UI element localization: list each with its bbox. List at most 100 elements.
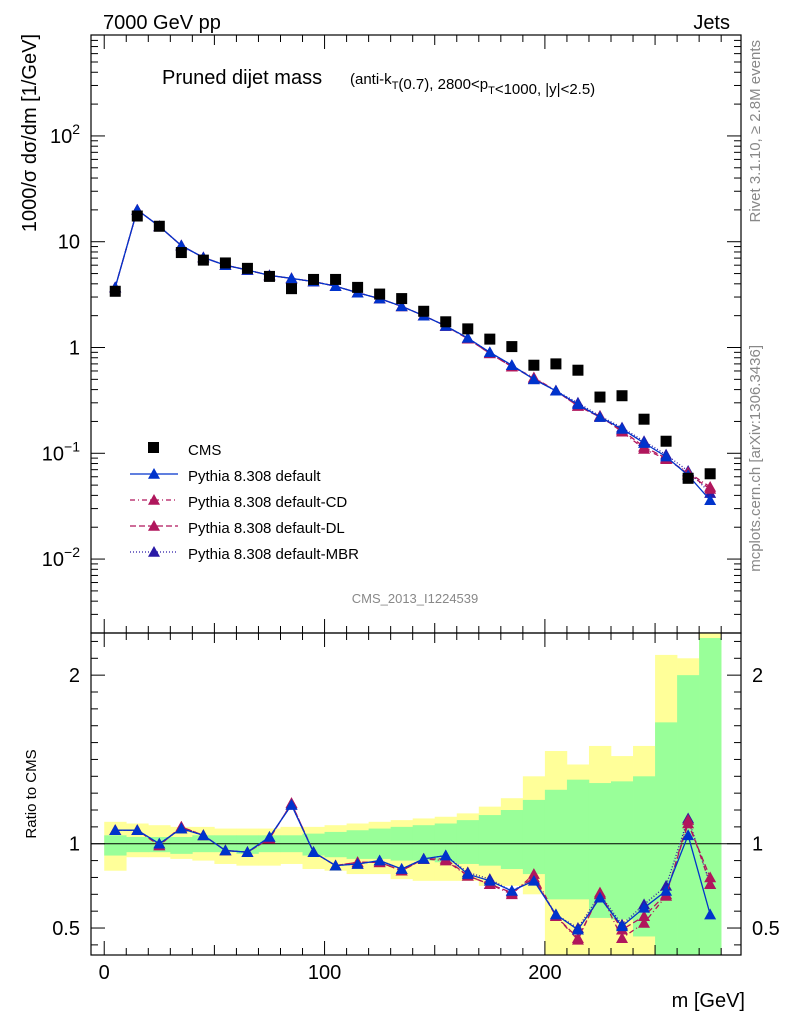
main-axes: 10−2 10−1 1 10 102 bbox=[42, 34, 742, 634]
main-y-tick-label: 10−2 bbox=[42, 544, 80, 571]
x-axis-label: m [GeV] bbox=[672, 990, 745, 1012]
main-series-marker bbox=[461, 331, 474, 343]
plot-subtitle: (anti-kT(0.7), 2800<pT<1000, |y|<2.5) bbox=[350, 71, 595, 98]
ratio-series-marker bbox=[241, 846, 254, 857]
ratio-series-marker bbox=[638, 916, 651, 928]
cms-data-point bbox=[660, 435, 672, 447]
main-y-tick-label: 102 bbox=[50, 121, 80, 148]
stat-uncertainty-bin bbox=[104, 835, 127, 856]
ratio-series-marker bbox=[263, 830, 276, 842]
main-series-marker bbox=[395, 300, 408, 312]
energy-label: 7000 GeV pp bbox=[103, 12, 221, 34]
ratio-y-tick-label: 2 bbox=[752, 665, 763, 687]
ratio-series-marker bbox=[571, 923, 584, 935]
main-panel: Pruned dijet mass (anti-kT(0.7), 2800<pT… bbox=[19, 34, 742, 634]
ratio-y-tick-label: 1 bbox=[69, 834, 80, 856]
cms-data-point bbox=[484, 333, 496, 345]
cms-data-point bbox=[528, 359, 540, 371]
legend-label: Pythia 8.308 default-CD bbox=[188, 494, 347, 511]
stat-uncertainty-bin bbox=[324, 831, 347, 858]
main-series-marker bbox=[593, 411, 606, 422]
ratio-y-tick-label: 1 bbox=[752, 834, 763, 856]
ratio-y-tick-label: 0.5 bbox=[52, 918, 80, 940]
main-series-marker bbox=[329, 280, 342, 291]
main-series-marker bbox=[571, 398, 584, 410]
ratio-series-marker bbox=[329, 859, 342, 871]
ratio-y-axis-label: Ratio to CMS bbox=[23, 749, 40, 838]
ratio-series bbox=[109, 797, 717, 945]
ratio-y-tick-label: 2 bbox=[69, 665, 80, 687]
cms-data-point bbox=[109, 285, 121, 297]
ratio-series-marker bbox=[395, 863, 408, 874]
ratio-series-marker bbox=[153, 837, 166, 849]
cms-data-point bbox=[396, 293, 408, 305]
main-series-marker bbox=[527, 373, 540, 385]
ratio-y-tick-label: 0.5 bbox=[752, 918, 780, 940]
main-series-marker bbox=[638, 442, 651, 454]
cms-data-point bbox=[418, 305, 430, 317]
ratio-series-marker bbox=[527, 874, 540, 886]
ratio-series-marker bbox=[704, 878, 717, 889]
ratio-series-marker bbox=[704, 871, 717, 883]
stat-uncertainty-bin bbox=[566, 779, 590, 900]
ratio-series-marker bbox=[373, 854, 386, 866]
main-series-marker bbox=[704, 494, 717, 506]
main-series-line bbox=[114, 208, 711, 501]
stat-uncertainty-bin bbox=[611, 781, 634, 920]
cms-data-point bbox=[153, 220, 165, 232]
cms-data-point bbox=[594, 391, 606, 403]
source-label: mcplots.cern.ch [arXiv:1306.3436] bbox=[747, 345, 764, 572]
main-series-marker bbox=[704, 481, 717, 492]
uncertainty-bands bbox=[104, 633, 722, 955]
legend-label: Pythia 8.308 default-MBR bbox=[188, 546, 359, 563]
stat-uncertainty-bin bbox=[412, 825, 436, 861]
ratio-series-marker bbox=[285, 798, 298, 810]
stat-uncertainty-bin bbox=[655, 722, 678, 955]
ratio-series-marker bbox=[549, 908, 562, 920]
cms-data-point bbox=[241, 262, 253, 274]
stat-uncertainty-bin bbox=[456, 820, 480, 864]
legend-marker bbox=[148, 520, 160, 531]
ratio-series-marker bbox=[131, 824, 144, 836]
stat-uncertainty-bin bbox=[126, 836, 149, 853]
cms-data-point bbox=[131, 210, 143, 222]
ratio-series-line bbox=[115, 801, 711, 941]
stat-uncertainty-bin bbox=[588, 783, 612, 918]
legend: CMS Pythia 8.308 default Pythia 8.308 defa… bbox=[130, 442, 359, 563]
stat-uncertainty-bin bbox=[478, 815, 502, 866]
ratio-series-marker bbox=[307, 846, 320, 857]
main-series bbox=[109, 203, 717, 506]
stat-uncertainty-bin bbox=[500, 810, 524, 870]
plot-title: Pruned dijet mass bbox=[162, 67, 322, 89]
cms-data-point bbox=[638, 413, 650, 425]
main-y-tick-label: 10 bbox=[58, 232, 80, 254]
stat-uncertainty-bin bbox=[522, 799, 546, 875]
ratio-series-marker bbox=[351, 857, 364, 869]
x-tick-label: 100 bbox=[308, 962, 341, 984]
legend-marker bbox=[148, 442, 159, 453]
ratio-series-marker bbox=[638, 910, 651, 922]
ratio-series-marker bbox=[682, 829, 695, 841]
ratio-axes: 0.5 0.5 1 1 2 2 0 100 200 bbox=[52, 632, 780, 984]
cms-data-point bbox=[572, 364, 584, 376]
ratio-series-marker bbox=[616, 932, 629, 943]
ratio-panel: 0.5 0.5 1 1 2 2 0 100 200 Ratio to CMS m [GeV] bbox=[23, 632, 780, 1012]
main-series-marker bbox=[483, 346, 496, 358]
ratio-series-marker bbox=[704, 908, 717, 920]
ratio-series-marker bbox=[638, 901, 651, 913]
ratio-series-marker bbox=[461, 868, 474, 879]
ratio-series-marker bbox=[219, 844, 232, 856]
x-tick-label: 0 bbox=[99, 962, 110, 984]
cms-data-point bbox=[506, 341, 518, 353]
ratio-series-marker bbox=[109, 824, 122, 836]
ratio-series-marker bbox=[175, 822, 188, 834]
ratio-series-marker bbox=[660, 884, 673, 896]
main-series-marker bbox=[505, 359, 518, 371]
cms-data-point bbox=[374, 288, 386, 300]
legend-marker bbox=[148, 468, 160, 479]
stat-uncertainty-bin bbox=[544, 789, 568, 900]
ratio-series-marker bbox=[616, 920, 629, 932]
main-series-marker bbox=[660, 450, 673, 462]
cms-data-point bbox=[462, 323, 474, 335]
